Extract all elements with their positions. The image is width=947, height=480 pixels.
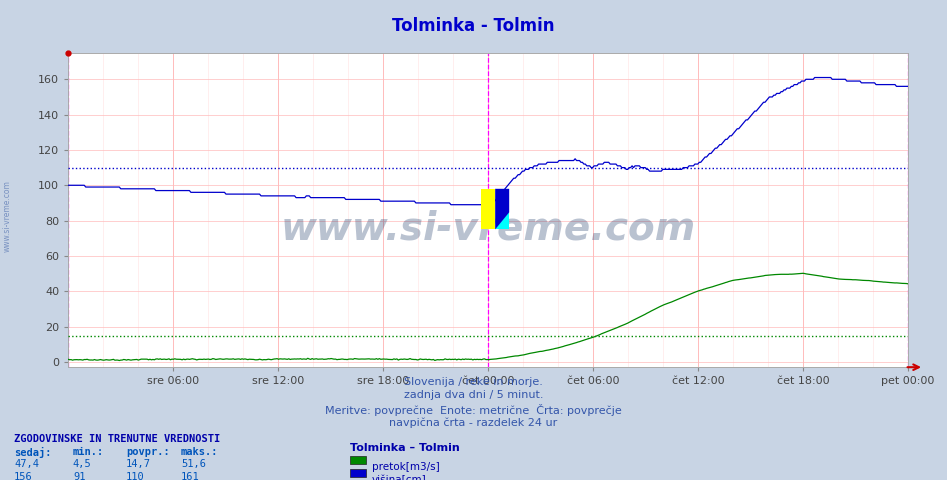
Bar [481, 189, 495, 229]
Text: Tolminka - Tolmin: Tolminka - Tolmin [392, 17, 555, 35]
Text: Meritve: povprečne  Enote: metrične  Črta: povprečje: Meritve: povprečne Enote: metrične Črta:… [325, 404, 622, 416]
Text: ZGODOVINSKE IN TRENUTNE VREDNOSTI: ZGODOVINSKE IN TRENUTNE VREDNOSTI [14, 434, 221, 444]
Text: min.:: min.: [73, 447, 104, 457]
Text: 161: 161 [181, 472, 200, 480]
Text: pretok[m3/s]: pretok[m3/s] [372, 462, 440, 472]
Text: 156: 156 [14, 472, 33, 480]
Text: Slovenija / reke in morje.: Slovenija / reke in morje. [404, 377, 543, 387]
Text: 91: 91 [73, 472, 85, 480]
Polygon shape [495, 212, 509, 229]
Text: 51,6: 51,6 [181, 459, 205, 469]
Text: www.si-vreme.com: www.si-vreme.com [3, 180, 12, 252]
Text: 110: 110 [126, 472, 145, 480]
Text: zadnja dva dni / 5 minut.: zadnja dva dni / 5 minut. [403, 390, 544, 400]
Text: povpr.:: povpr.: [126, 447, 170, 457]
Text: www.si-vreme.com: www.si-vreme.com [280, 210, 696, 248]
Polygon shape [495, 189, 509, 229]
Text: 47,4: 47,4 [14, 459, 39, 469]
Text: 14,7: 14,7 [126, 459, 151, 469]
Text: sedaj:: sedaj: [14, 447, 52, 458]
Text: maks.:: maks.: [181, 447, 219, 457]
Text: Tolminka – Tolmin: Tolminka – Tolmin [350, 443, 460, 453]
Text: navpična črta - razdelek 24 ur: navpična črta - razdelek 24 ur [389, 417, 558, 428]
Text: 4,5: 4,5 [73, 459, 92, 469]
Text: višina[cm]: višina[cm] [372, 475, 427, 480]
